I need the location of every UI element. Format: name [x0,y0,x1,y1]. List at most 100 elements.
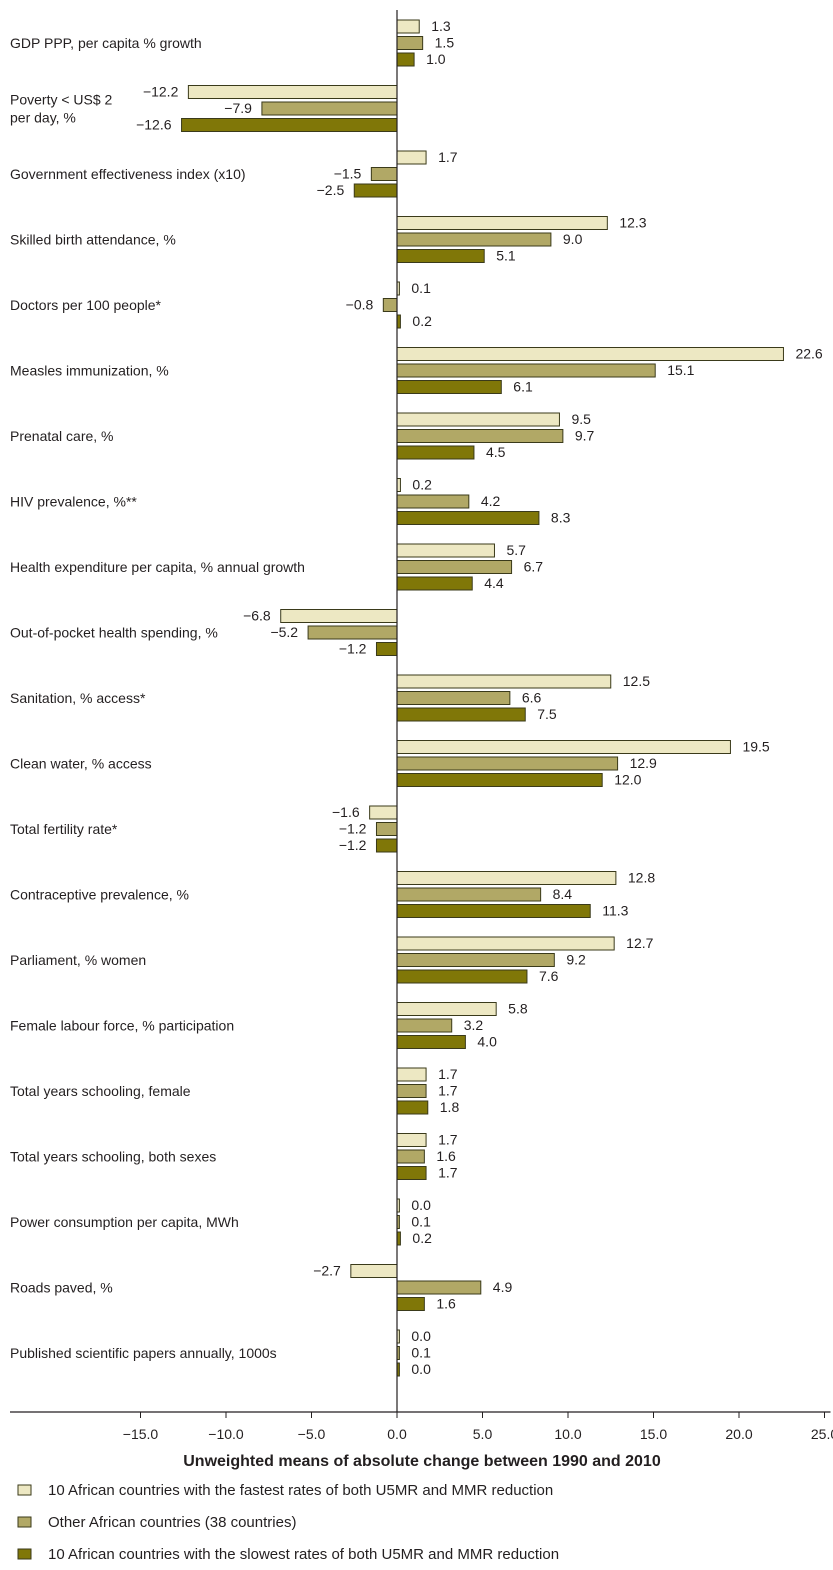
bar [396,560,513,574]
bar [396,887,542,902]
bar [396,52,415,67]
category-labels: GDP PPP, per capita % growth Poverty < US… [10,35,305,1361]
bar [396,1166,427,1180]
bar [396,871,617,885]
value-label: −0.8 [346,297,374,313]
x-tick-label: 10.0 [554,1426,581,1442]
value-label: 1.7 [438,1165,458,1181]
value-label: 1.0 [426,51,446,67]
bar [181,118,398,132]
bar [396,19,420,34]
bar [396,756,619,771]
category-label: Total fertility rate* [10,821,118,837]
category-label: Skilled birth attendance, % [10,232,176,248]
bar [396,445,475,460]
bar [370,167,398,181]
bar [307,625,398,640]
bar [396,1084,427,1098]
bar [396,36,424,50]
value-label: 6.6 [522,690,542,706]
value-label: −12.6 [136,117,172,133]
x-tick-label: 15.0 [640,1426,667,1442]
value-label: 1.5 [435,35,455,51]
value-label: 12.7 [626,935,653,951]
bar [375,838,398,853]
bar [396,429,564,443]
value-label: 8.3 [551,510,571,526]
bar [396,1280,482,1295]
value-label: 9.0 [563,231,583,247]
value-label: −1.2 [339,837,367,853]
value-label: 12.9 [630,755,657,771]
bar [396,1018,453,1033]
bar [396,953,555,967]
category-label: per day, % [10,110,76,126]
value-label: 4.4 [484,575,504,591]
bar [396,543,495,558]
value-label: 9.7 [575,428,595,444]
category-label: Parliament, % women [10,952,146,968]
value-label: 1.7 [438,1083,458,1099]
x-axis-title: Unweighted means of absolute change betw… [183,1453,661,1470]
bar [396,1149,425,1164]
bar [396,1133,427,1147]
value-label: −7.9 [224,100,252,116]
value-label: −1.2 [339,821,367,837]
legend-label: 10 African countries with the fastest ra… [48,1482,553,1499]
value-label: 1.7 [438,1132,458,1148]
category-label: Clean water, % access [10,756,152,772]
value-label: 7.6 [539,968,559,984]
category-label: GDP PPP, per capita % growth [10,35,202,51]
value-label: 7.5 [537,706,557,722]
axes: −15.0 −10.0 −5.0 0.0 5.0 10.0 15.0 20.0 25.0 [10,10,833,1442]
legend-label: Other African countries (38 countries) [48,1514,296,1531]
bar [396,904,591,918]
bar [396,1035,466,1049]
value-label: −1.2 [339,641,367,657]
value-label: 0.0 [411,1328,431,1344]
bar [396,740,731,754]
x-tick-label: −5.0 [298,1426,326,1442]
category-label: Poverty < US$ 2 [10,92,113,108]
value-label: −12.2 [143,84,179,100]
category-label: Sanitation, % access* [10,690,146,706]
legend-label: 10 African countries with the slowest ra… [48,1546,559,1563]
x-tick-label: 0.0 [387,1426,407,1442]
value-label: −2.5 [317,182,345,198]
bar [396,363,656,378]
value-label: 11.3 [602,903,628,919]
value-label: 5.1 [496,248,516,264]
value-label: 0.0 [411,1361,431,1377]
category-label: Contraceptive prevalence, % [10,887,189,903]
value-label: −5.2 [270,624,298,640]
bar [396,249,485,263]
x-tick-label: −10.0 [208,1426,244,1442]
bar [396,691,511,705]
category-label: Total years schooling, both sexes [10,1149,216,1165]
bar [375,822,398,836]
value-label: 0.2 [412,477,432,493]
category-label: Roads paved, % [10,1280,113,1296]
bar [396,936,615,951]
value-label: 6.7 [524,559,544,575]
value-label: 0.2 [412,1230,432,1246]
bar [261,101,398,116]
category-label: Power consumption per capita, MWh [10,1214,239,1230]
value-label: −1.5 [334,166,362,182]
category-label: Government effectiveness index (x10) [10,166,246,182]
legend-swatch [17,1548,32,1560]
bar [375,642,398,656]
value-label: 19.5 [742,739,769,755]
bar [187,85,398,99]
bar [382,298,398,312]
bar [396,347,784,361]
value-label: 8.4 [553,886,573,902]
value-label: 6.1 [513,379,533,395]
category-label: HIV prevalence, %** [10,494,137,510]
value-label: 12.3 [619,215,646,231]
bar [396,773,603,787]
bar [396,576,473,591]
value-label: 0.1 [411,280,431,296]
value-label: 15.1 [667,362,694,378]
value-label: 1.6 [436,1296,456,1312]
